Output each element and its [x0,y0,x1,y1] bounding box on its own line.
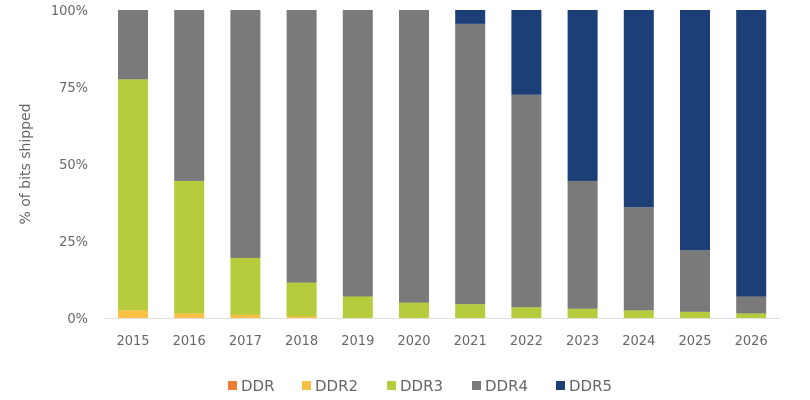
bar-segment-ddr3-2019 [342,296,373,318]
bar-segment-ddr3-2025 [680,311,710,318]
x-tick-label: 2016 [173,334,206,349]
bar-segment-ddr4-2015 [118,10,148,80]
bar-segment-ddr4-2019 [342,10,373,297]
bar-segment-ddr2-2015 [118,310,148,318]
bar-segment-ddr4-2026 [736,296,767,314]
y-tick-label: 75% [59,81,88,96]
bar-segment-ddr4-2023 [567,180,598,309]
bar-segment-ddr5-2026 [736,10,767,297]
x-tick-label: 2020 [397,334,430,349]
legend-item-ddr4: DDR4 [472,377,528,395]
x-tick-label: 2019 [341,334,374,349]
legend-label: DDR2 [315,377,358,395]
legend-label: DDR4 [485,377,528,395]
legend-item-ddr: DDR [228,377,275,395]
legend-item-ddr5: DDR5 [556,377,612,395]
x-tick-label: 2022 [510,334,543,349]
x-tick-label: 2026 [735,334,768,349]
x-tick-label: 2017 [229,334,262,349]
bar-segment-ddr3-2017 [230,257,261,315]
bar-segment-ddr3-2016 [174,180,205,314]
legend-label: DDR [241,377,275,395]
bar-segment-ddr5-2022 [511,10,542,95]
bar-segment-ddr3-2024 [623,310,654,318]
bar-segment-ddr4-2021 [455,23,486,305]
x-tick-label: 2023 [566,334,599,349]
legend-item-ddr2: DDR2 [302,377,358,395]
x-tick-label: 2024 [622,334,655,349]
y-tick-label: 50% [59,158,88,173]
x-tick-label: 2018 [285,334,318,349]
y-tick-label: 25% [59,235,88,250]
legend-swatch [302,381,311,390]
bar-segment-ddr3-2023 [567,308,598,318]
legend-swatch [556,381,565,390]
bar-segment-ddr3-2021 [455,304,486,318]
bar-segment-ddr5-2023 [567,10,598,181]
x-tick-label: 2021 [454,334,487,349]
bar-segment-ddr4-2025 [680,250,710,312]
bar-segment-ddr4-2022 [511,94,542,308]
legend-swatch [387,381,396,390]
bar-segment-ddr4-2017 [230,10,261,258]
legend-item-ddr3: DDR3 [387,377,443,395]
bar-segment-ddr2-2018 [286,316,317,318]
y-axis-label: % of bits shipped [18,103,34,224]
bar-segment-ddr5-2024 [623,10,654,208]
bar-segment-ddr4-2016 [174,10,205,181]
legend-label: DDR5 [569,377,612,395]
x-tick-label: 2025 [678,334,711,349]
bar-segment-ddr5-2021 [455,10,486,24]
bar-segment-ddr5-2025 [680,10,710,251]
y-tick-label: 0% [67,312,88,327]
legend-label: DDR3 [400,377,443,395]
bar-segment-ddr3-2020 [399,302,429,318]
bar-segment-ddr4-2024 [623,207,654,311]
y-tick-label: 100% [51,4,88,19]
x-tick-label: 2015 [116,334,149,349]
bar-segment-ddr3-2015 [118,79,148,311]
bar-segment-ddr4-2020 [399,10,429,303]
bar-segment-ddr3-2018 [286,282,317,317]
bar-segment-ddr3-2026 [736,313,767,318]
bar-segment-ddr3-2022 [511,307,542,318]
legend-swatch [228,381,237,390]
bar-segment-ddr2-2016 [174,313,205,318]
legend-swatch [472,381,481,390]
bar-segment-ddr4-2018 [286,10,317,283]
bar-segment-ddr2-2017 [230,314,261,318]
